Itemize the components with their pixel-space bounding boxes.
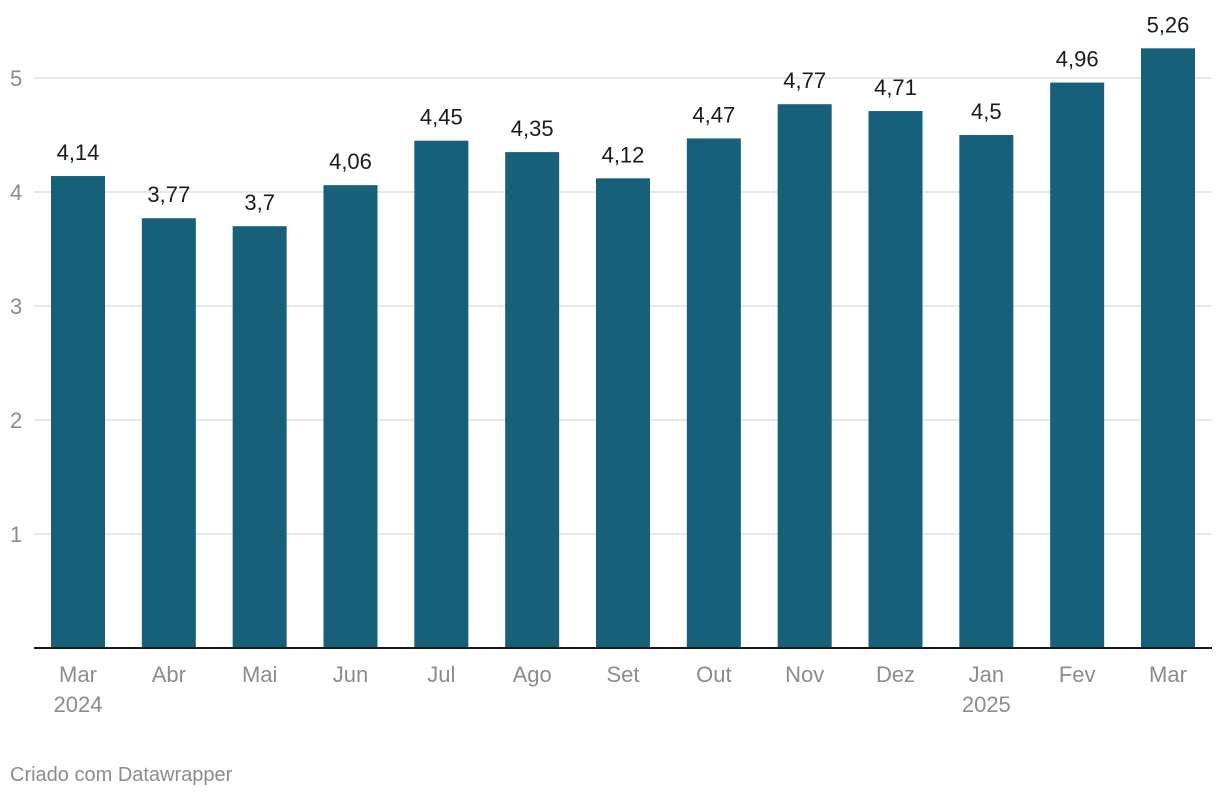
x-tick-label: Jan	[969, 662, 1004, 687]
x-tick-label: Jul	[427, 662, 455, 687]
x-tick-year-label: 2024	[54, 692, 103, 717]
data-label: 4,71	[874, 75, 917, 100]
bar-chart: 4,14 3,77 3,7 4,06 4,45 4,35 4,12 4,47 4,77 4,71 4…	[10, 12, 1212, 717]
bar	[505, 152, 560, 648]
data-label: 4,12	[602, 142, 645, 167]
y-tick-label: 3	[10, 294, 22, 319]
data-label: 4,47	[692, 102, 735, 127]
bar	[232, 226, 287, 648]
bar-layer	[51, 48, 1195, 649]
x-tick-year-label: 2025	[962, 692, 1011, 717]
y-tick-label: 4	[10, 180, 22, 205]
bar	[414, 140, 469, 648]
x-tick-label: Jun	[333, 662, 368, 687]
y-tick-label: 5	[10, 66, 22, 91]
data-label: 3,77	[147, 182, 190, 207]
bar	[141, 218, 196, 648]
data-label: 3,7	[244, 190, 275, 215]
bar	[1141, 48, 1195, 649]
credit-text: Criado com Datawrapper	[10, 764, 233, 786]
data-label: 4,5	[971, 99, 1002, 124]
y-tick-label: 1	[10, 522, 22, 547]
bar	[51, 176, 105, 649]
x-axis: Mar 2024 Abr Mai Jun Jul Ago Set Out Nov Dez Jan 202…	[34, 647, 1212, 717]
data-label: 4,77	[783, 68, 826, 93]
x-tick-label: Abr	[152, 662, 186, 687]
y-tick-label: 2	[10, 408, 22, 433]
x-tick-label: Out	[696, 662, 731, 687]
x-tick-label: Mai	[242, 662, 277, 687]
y-axis: 1 2 3 4 5	[10, 66, 22, 547]
data-label: 4,45	[420, 105, 463, 130]
bar	[323, 185, 378, 648]
data-label: 4,14	[57, 140, 100, 165]
x-tick-label: Set	[606, 662, 639, 687]
data-label: 5,26	[1147, 12, 1190, 37]
bar	[1050, 82, 1105, 648]
bar	[596, 178, 650, 648]
x-tick-label: Fev	[1059, 662, 1096, 687]
x-tick-label: Dez	[876, 662, 915, 687]
data-label: 4,96	[1056, 47, 1099, 72]
bar	[959, 135, 1014, 648]
data-label: 4,35	[511, 116, 554, 141]
x-tick-label: Nov	[785, 662, 824, 687]
bar	[777, 104, 832, 649]
data-label: 4,06	[329, 149, 372, 174]
bar	[686, 138, 741, 649]
x-tick-label: Ago	[513, 662, 552, 687]
x-tick-label: Mar	[1149, 662, 1187, 687]
bar	[868, 111, 923, 648]
data-label-layer: 4,14 3,77 3,7 4,06 4,45 4,35 4,12 4,47 4,77 4,71 4…	[57, 12, 1190, 215]
x-tick-label: Mar	[59, 662, 97, 687]
